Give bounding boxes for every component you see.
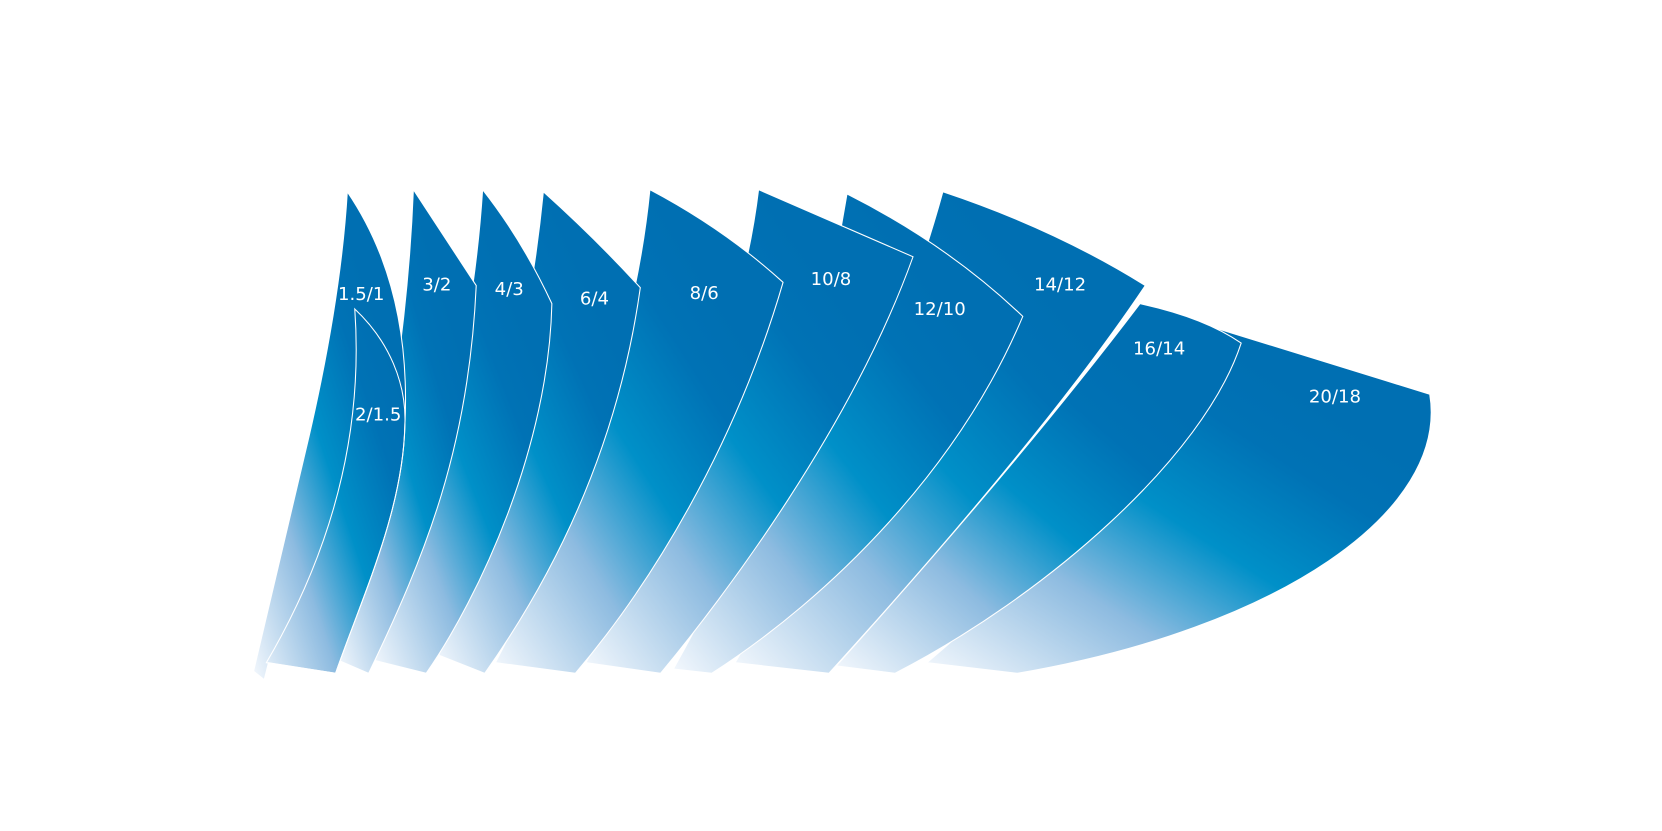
sail-label: 14/12 <box>1034 275 1086 296</box>
sail-label: 2/1.5 <box>355 405 401 426</box>
sail-label: 16/14 <box>1133 338 1185 359</box>
sail-label: 3/2 <box>422 275 451 296</box>
sail-label: 10/8 <box>811 269 852 290</box>
sail-label: 20/18 <box>1309 386 1361 407</box>
sail-label: 12/10 <box>914 299 966 320</box>
sail-label: 6/4 <box>580 288 609 309</box>
sail-label: 1.5/1 <box>338 284 384 305</box>
sail-label: 4/3 <box>495 279 524 300</box>
sails <box>252 187 1432 681</box>
sail-16-14 <box>835 303 1242 674</box>
sail-2-1-5 <box>265 307 406 674</box>
labels: 1.5/1 2/1.5 3/2 4/3 6/4 8/6 10/8 12/10 1… <box>338 269 1361 425</box>
sail-label: 8/6 <box>690 283 719 304</box>
